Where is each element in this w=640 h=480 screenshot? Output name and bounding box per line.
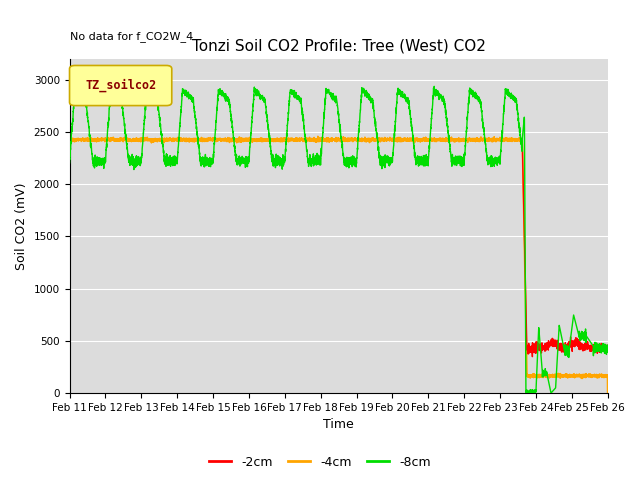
Text: TZ_soilco2: TZ_soilco2	[85, 79, 156, 92]
Title: Tonzi Soil CO2 Profile: Tree (West) CO2: Tonzi Soil CO2 Profile: Tree (West) CO2	[191, 38, 486, 53]
X-axis label: Time: Time	[323, 419, 354, 432]
FancyBboxPatch shape	[70, 65, 172, 106]
Text: No data for f_CO2W_4: No data for f_CO2W_4	[70, 31, 193, 42]
Legend: -2cm, -4cm, -8cm: -2cm, -4cm, -8cm	[204, 451, 436, 474]
Y-axis label: Soil CO2 (mV): Soil CO2 (mV)	[15, 182, 28, 270]
